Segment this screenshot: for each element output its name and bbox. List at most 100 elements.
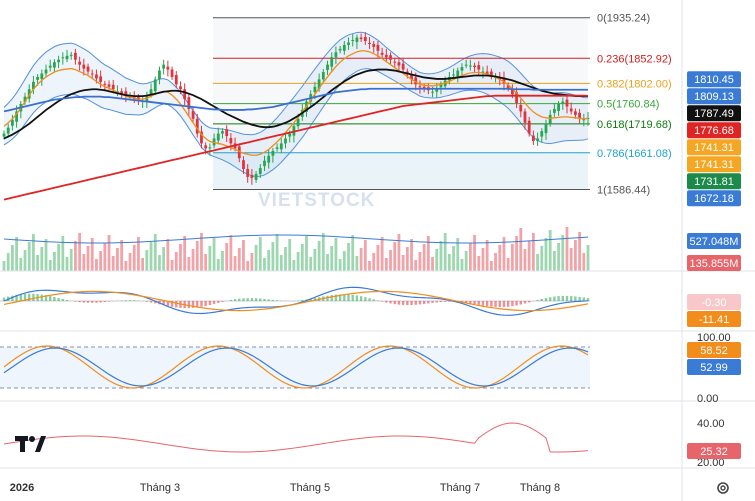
volume-bar — [145, 250, 149, 271]
macd-histogram-bar — [557, 296, 560, 301]
candle-body — [74, 52, 77, 60]
candle-body — [44, 69, 48, 74]
macd-histogram-bar — [263, 298, 266, 301]
candle-body — [179, 86, 182, 90]
macd-histogram-bar — [477, 301, 480, 305]
macd-histogram-bar — [212, 301, 216, 304]
macd-histogram-bar — [11, 295, 14, 301]
volume-bar — [376, 245, 380, 271]
volume-bar — [355, 256, 359, 271]
volume-bar — [431, 257, 434, 271]
macd-histogram-bar — [250, 298, 254, 301]
candle-body — [368, 42, 371, 44]
volume-bar — [124, 261, 128, 271]
macd-histogram-bar — [586, 298, 590, 301]
volume-bar — [380, 237, 384, 271]
candle-body — [246, 169, 250, 177]
volume-bar — [426, 236, 430, 271]
volume-bar — [397, 234, 401, 271]
volume-bar — [284, 247, 287, 271]
candle-body — [502, 77, 506, 84]
macd-histogram-bar — [208, 301, 212, 306]
macd-histogram-bar — [204, 301, 207, 306]
volume-bar — [27, 242, 31, 271]
candle-body — [473, 65, 476, 68]
candle-body — [229, 138, 233, 144]
macd-histogram-bar — [540, 298, 543, 301]
volume-bar — [330, 246, 334, 271]
volume-bar — [464, 251, 468, 271]
candle-body — [57, 59, 61, 63]
macd-histogram-bar — [347, 294, 350, 301]
moving-average-lines — [3, 50, 589, 201]
macd-histogram-bar — [334, 294, 338, 301]
candle-body — [342, 44, 346, 51]
macd-histogram-bar — [170, 301, 174, 307]
volume-bar — [582, 253, 586, 271]
candle-body — [460, 67, 464, 71]
volume-bar — [405, 247, 409, 271]
volume-bar — [473, 235, 476, 271]
macd-histogram-bar — [343, 294, 346, 301]
stochastic-d-badge — [687, 359, 741, 375]
volume-bar — [578, 232, 581, 271]
candle-body — [384, 54, 388, 58]
macd-histogram-bar — [238, 298, 241, 301]
time-axis-label: Tháng 5 — [290, 482, 330, 494]
adx-badge — [687, 443, 741, 459]
volume-bar — [116, 248, 119, 271]
volume-bar — [347, 243, 350, 271]
macd-histogram-bar — [200, 301, 203, 307]
macd-histogram-bar — [553, 296, 556, 301]
volume-bar — [179, 244, 182, 271]
price-badge — [687, 156, 741, 173]
volume-bar — [510, 244, 514, 271]
candle-body — [15, 111, 19, 122]
volume-bar — [132, 245, 136, 271]
volume-bar — [208, 246, 212, 271]
price-badge — [687, 105, 741, 122]
stochastic-k-badge — [687, 342, 741, 358]
macd-badge — [687, 294, 741, 310]
gear-icon[interactable] — [715, 480, 731, 496]
macd-histogram-bar — [431, 301, 434, 303]
candle-body — [90, 73, 94, 75]
volume-bar — [506, 258, 510, 271]
macd-histogram-bar — [435, 301, 438, 303]
candle-body — [536, 138, 539, 141]
candle-body — [225, 129, 229, 137]
volume-pane — [2, 227, 590, 271]
candle-body — [53, 62, 56, 68]
candle-body — [187, 97, 191, 109]
macd-histogram-bar — [439, 301, 443, 303]
volume-bar — [452, 246, 455, 271]
volume-bar — [401, 255, 405, 271]
candle-body — [2, 133, 6, 137]
volume-bar — [565, 227, 569, 271]
candle-body — [313, 86, 317, 93]
volume-bar — [548, 230, 552, 271]
volume-bar — [99, 251, 103, 271]
macd-histogram-bar — [40, 294, 44, 301]
macd-histogram-bar — [527, 301, 531, 303]
macd-histogram-bar — [351, 294, 354, 301]
series-line-ma100 — [3, 87, 588, 113]
adx-line — [3, 422, 589, 453]
macd-histogram-bar — [149, 301, 153, 303]
volume-bar — [153, 234, 157, 271]
candle-body — [158, 70, 161, 80]
candle-body — [401, 63, 405, 70]
macd-histogram-bar — [364, 297, 367, 301]
volume-bar — [174, 252, 178, 271]
volume-bar — [557, 243, 560, 271]
macd-histogram-bar — [326, 295, 329, 301]
macd-histogram-bar — [175, 301, 178, 308]
candle-body — [61, 57, 65, 59]
volume-bar — [494, 253, 497, 271]
candle-body — [548, 114, 552, 124]
macd-histogram-bar — [481, 301, 485, 306]
macd-histogram-bar — [78, 301, 81, 303]
